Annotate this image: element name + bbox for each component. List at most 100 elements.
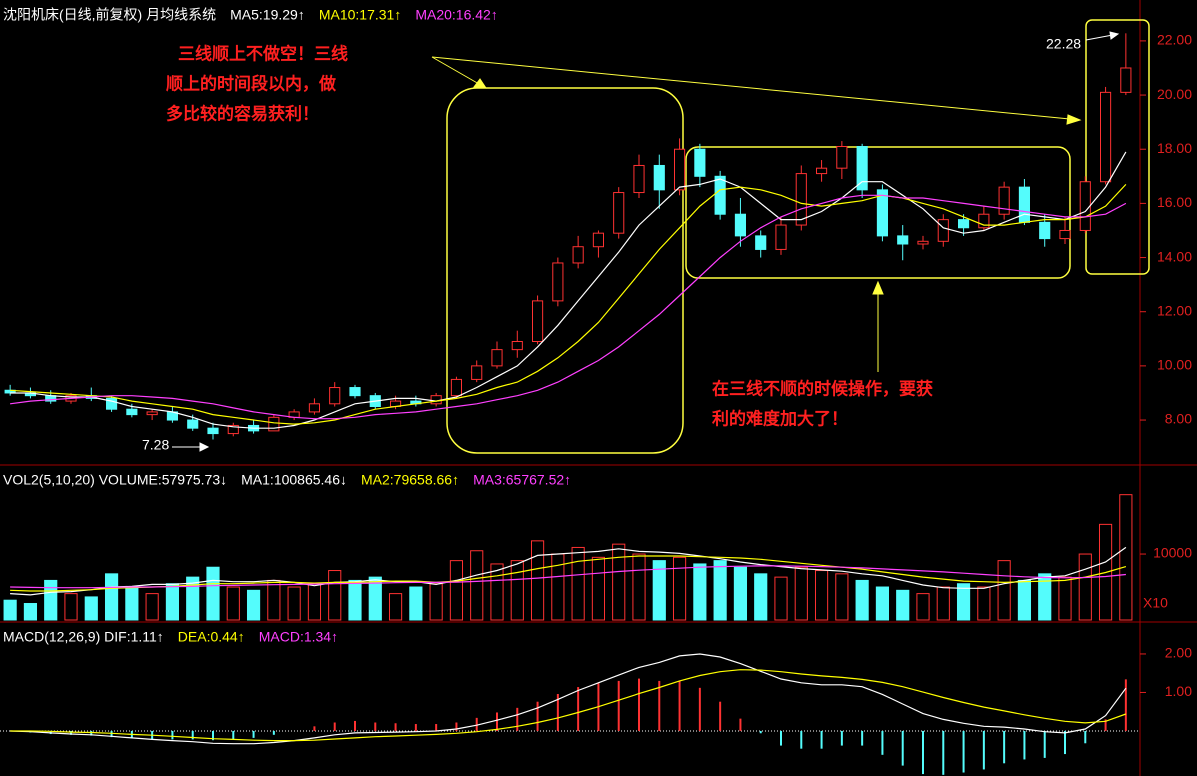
annotation: 三线顺上不做空！三线 — [178, 44, 348, 65]
candle-body — [1120, 67, 1132, 93]
volume-bar — [672, 556, 687, 621]
y-tick-label: 22.00 — [1157, 32, 1192, 48]
candle-body — [106, 397, 118, 410]
candle-body — [856, 146, 868, 191]
volume-bar — [328, 570, 342, 621]
candle-body — [653, 164, 665, 191]
candle-body — [268, 416, 280, 432]
candle-body — [876, 189, 888, 237]
candle-body — [450, 378, 463, 397]
volume-bar — [794, 566, 808, 621]
candle-body — [511, 341, 523, 351]
ma-line — [10, 669, 1127, 742]
volume-bar — [1078, 553, 1092, 621]
annotation: 顺上的时间段以内，做 — [166, 74, 337, 95]
candle-body — [775, 224, 787, 250]
volume-bar — [429, 583, 443, 621]
volume-bar — [1017, 579, 1032, 621]
candle-body — [613, 192, 625, 234]
candle-body — [329, 387, 341, 405]
candle-body — [694, 148, 706, 177]
candle-body — [714, 175, 726, 215]
annotation: 利的难度加大了！ — [712, 409, 848, 430]
ma-line — [10, 653, 1127, 745]
arrow — [431, 56, 1082, 125]
candle-body — [572, 246, 584, 264]
volume-bar — [835, 573, 849, 621]
annotation: 多比较的容易获利！ — [166, 104, 319, 125]
candle-body — [734, 213, 746, 237]
candle-body — [1079, 181, 1091, 231]
volume-bar — [409, 586, 423, 621]
arrow — [872, 280, 884, 372]
candle-body — [1100, 91, 1112, 183]
volume-bar — [368, 576, 382, 621]
y-tick-label: 20.00 — [1157, 86, 1192, 102]
candle-body — [308, 403, 321, 413]
candle-body — [897, 235, 909, 245]
candle-body — [978, 213, 990, 229]
y-tick-label: 18.00 — [1157, 140, 1192, 156]
volume-bar — [997, 560, 1011, 621]
legend-entry: MA20:16.42↑ — [415, 7, 498, 23]
y-tick-label: 10000 — [1153, 545, 1192, 561]
volume-bar — [591, 556, 606, 621]
volume-bar — [287, 586, 301, 621]
legend-entry: MA2:79658.66↑ — [361, 472, 459, 488]
volume-bar — [632, 553, 646, 621]
high-label: 22.28 — [1046, 36, 1081, 52]
arrow — [1085, 31, 1120, 41]
highlight-box — [685, 146, 1071, 279]
volume-bar — [652, 560, 666, 621]
ma-line — [10, 555, 1127, 592]
y-tick-label: 2.00 — [1165, 645, 1192, 661]
y-tick-label: 12.00 — [1157, 302, 1192, 318]
candle-body — [917, 240, 929, 245]
volume-bar — [875, 586, 890, 621]
highlight-box — [1085, 19, 1150, 275]
unit-label: X10 — [1143, 595, 1168, 611]
y-tick-label: 16.00 — [1157, 194, 1192, 210]
ma-line — [10, 151, 1127, 429]
volume-bar — [754, 573, 768, 621]
volume-bar — [267, 579, 281, 621]
annotation: 在三线不顺的时候操作，要获 — [712, 379, 933, 400]
volume-bar — [145, 593, 159, 621]
candle-body — [674, 148, 686, 191]
candle-body — [937, 219, 949, 242]
candle-body — [471, 365, 483, 380]
volume-bar — [916, 593, 930, 621]
volume-bar — [774, 576, 788, 621]
volume-bar — [125, 586, 139, 621]
candle-body — [836, 146, 848, 169]
legend-entry: MA10:17.31↑ — [319, 7, 402, 23]
y-tick-label: 10.00 — [1157, 357, 1192, 373]
ma-line — [10, 565, 1126, 589]
volume-bar — [977, 586, 991, 621]
ma-line — [10, 183, 1127, 425]
candle-body — [795, 173, 807, 226]
candle-body — [532, 300, 544, 343]
volume-bar — [733, 566, 748, 621]
volume-bar — [3, 599, 17, 621]
volume-bar — [388, 593, 403, 621]
candle-body — [430, 395, 442, 405]
candle-body — [1018, 186, 1030, 223]
candle-body — [1059, 229, 1071, 240]
ma-line — [10, 194, 1127, 420]
volume-bar — [530, 540, 545, 621]
candle-body — [349, 387, 361, 397]
candle-body — [958, 219, 970, 229]
candle-body — [1039, 221, 1051, 240]
volume-bar — [165, 583, 180, 621]
volume-bar — [186, 576, 200, 621]
volume-bar — [206, 566, 220, 621]
candle-body — [491, 349, 503, 367]
volume-bar — [896, 589, 910, 621]
y-tick-label: 1.00 — [1165, 683, 1192, 699]
candle-body — [146, 411, 158, 416]
highlight-box — [446, 87, 684, 454]
volume-bar — [956, 583, 971, 621]
volume-bar — [226, 586, 240, 621]
